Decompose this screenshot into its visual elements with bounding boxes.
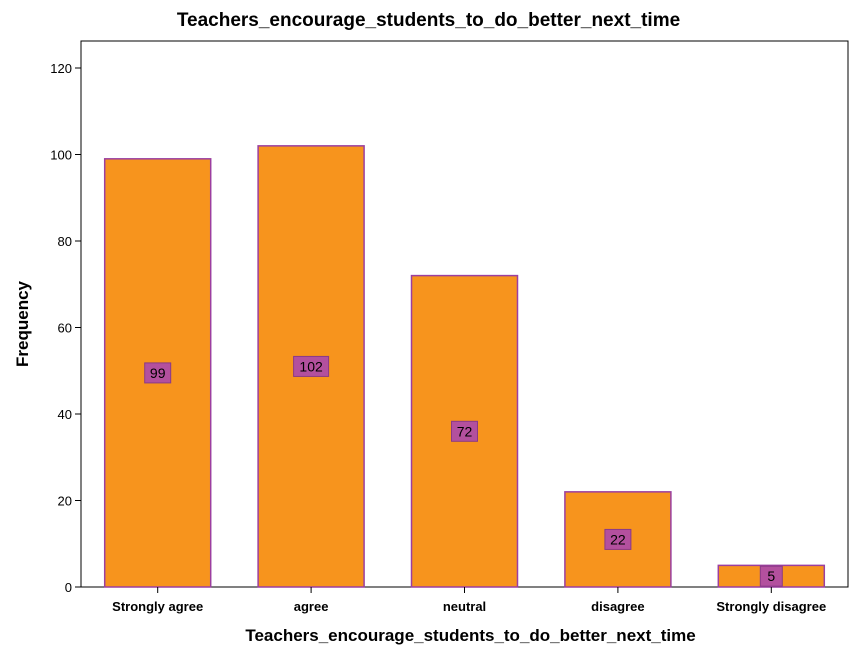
data-label-box	[293, 355, 330, 377]
data-label: 22	[610, 531, 626, 547]
y-tick-label: 20	[58, 494, 72, 509]
data-label-box	[759, 565, 783, 587]
data-label: 102	[299, 358, 323, 374]
x-tick-label: Strongly disagree	[716, 599, 826, 614]
x-tick-label: disagree	[591, 599, 644, 614]
y-tick-label: 40	[58, 407, 72, 422]
x-tick-label: Strongly agree	[112, 599, 203, 614]
data-label: 5	[767, 568, 775, 584]
data-label: 72	[457, 423, 473, 439]
x-tick-label: neutral	[443, 599, 486, 614]
y-tick-label: 60	[58, 321, 72, 336]
y-axis-title: Frequency	[13, 280, 32, 367]
data-label-box	[144, 362, 172, 384]
data-label-box	[604, 528, 632, 550]
y-tick-label: 80	[58, 234, 72, 249]
x-tick-label: agree	[294, 599, 329, 614]
y-tick-label: 120	[50, 61, 72, 76]
data-label-box	[451, 420, 478, 442]
y-tick-label: 0	[65, 580, 72, 595]
y-tick-label: 100	[50, 148, 72, 163]
chart-title: Teachers_encourage_students_to_do_better…	[176, 10, 681, 31]
x-axis-title: Teachers_encourage_students_to_do_better…	[245, 626, 695, 645]
data-label: 99	[150, 365, 166, 381]
